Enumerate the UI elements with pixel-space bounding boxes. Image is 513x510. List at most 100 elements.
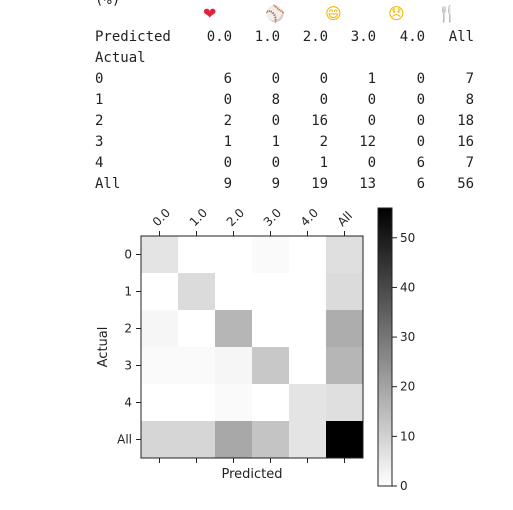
- table-cell: 0: [416, 92, 426, 108]
- heatmap-cell: [289, 384, 326, 421]
- heatmap-cell: [178, 236, 215, 273]
- y-tick-label: 2: [124, 322, 132, 336]
- table-col-header: 1.0: [254, 29, 281, 45]
- y-tick-label: 0: [124, 248, 132, 262]
- table-col-header: 3.0: [350, 29, 377, 45]
- table-cell: 6: [416, 176, 426, 192]
- y-tick-label: 1: [124, 285, 132, 299]
- table-row-label: Actual: [95, 50, 146, 66]
- heatmap-cell: [326, 421, 363, 458]
- x-tick-label: 2.0: [224, 206, 247, 229]
- fork-and-knife-icon: 🍴: [437, 4, 457, 23]
- table-cell: 2: [319, 134, 329, 150]
- x-tick-label: 1.0: [187, 206, 210, 229]
- table-cell: 1: [367, 71, 377, 87]
- table-row-header: All: [95, 176, 121, 192]
- heatmap-cell: [178, 310, 215, 347]
- table-col-header: 2.0: [302, 29, 329, 45]
- table-row-header: 1: [95, 92, 104, 108]
- table-cell: 8: [271, 92, 281, 108]
- table-col-label: Predicted: [95, 29, 171, 45]
- heatmap-cell: [289, 310, 326, 347]
- heatmap-cell: [215, 347, 252, 384]
- x-tick-label: All: [335, 209, 355, 229]
- table-cell: 8: [465, 92, 475, 108]
- table-cell: 18: [457, 113, 475, 129]
- table-cell: 6: [416, 155, 426, 171]
- heatmap-cell: [252, 236, 289, 273]
- heatmap-cell: [141, 384, 178, 421]
- table-cell: 6: [223, 71, 233, 87]
- y-tick-label: 3: [124, 359, 132, 373]
- grinning-face-icon: 😄: [325, 4, 342, 23]
- colorbar: [377, 207, 393, 487]
- disappointed-face-icon: 😞: [388, 4, 405, 23]
- table-cell: 56: [457, 176, 475, 192]
- table-cell: 16: [457, 134, 475, 150]
- heatmap-cell: [326, 236, 363, 273]
- table-cell: 0: [271, 113, 281, 129]
- colorbar-tick-label: 40: [400, 280, 415, 294]
- table-row-header: 4: [95, 155, 104, 171]
- table-row-header: 3: [95, 134, 104, 150]
- heatmap-cell: [326, 384, 363, 421]
- heatmap-cell: [252, 273, 289, 310]
- x-tick-label: 4.0: [298, 206, 321, 229]
- table-row-header: 2: [95, 113, 104, 129]
- table-cell: 0: [319, 92, 329, 108]
- heatmap-cell: [326, 347, 363, 384]
- x-axis-label: Predicted: [221, 467, 282, 482]
- heatmap-cell: [252, 384, 289, 421]
- heatmap-cell: [178, 421, 215, 458]
- table-row-header: 0: [95, 71, 104, 87]
- heatmap-cell: [289, 421, 326, 458]
- heatmap-cell: [178, 384, 215, 421]
- table-cell: 1: [271, 134, 281, 150]
- table-cell: 2: [223, 113, 233, 129]
- table-cell: 0: [367, 113, 377, 129]
- heatmap-cell: [141, 236, 178, 273]
- table-cell: 0: [223, 155, 233, 171]
- heatmap-cell: [215, 236, 252, 273]
- heatmap-chart: 0.0 1.0 2.0 3.0 4.0 All 0 1 2 3 4 All Predicted Ac…: [96, 206, 415, 493]
- heatmap-cell: [215, 421, 252, 458]
- table-cell: 16: [311, 113, 329, 129]
- table-cell: 0: [271, 155, 281, 171]
- table-col-header: 0.0: [206, 29, 233, 45]
- heatmap-cell: [178, 347, 215, 384]
- table-cell: 0: [223, 92, 233, 108]
- table-cell: 0: [271, 71, 281, 87]
- table-cell: 9: [271, 176, 281, 192]
- heatmap-cell: [215, 310, 252, 347]
- colorbar-tick-label: 30: [400, 330, 415, 344]
- table-cell: 7: [465, 155, 475, 171]
- clipped-header-text: (%): [95, 0, 121, 8]
- heatmap-cell: [252, 310, 289, 347]
- heatmap-cell: [289, 236, 326, 273]
- heatmap-frame: [140, 235, 364, 459]
- colorbar-tick-label: 20: [400, 380, 415, 394]
- table-cell: 0: [416, 113, 426, 129]
- heatmap-cell: [141, 421, 178, 458]
- confusion-table: (%) ❤ ⚾ 😄 😞 🍴 Predicted Actual 0.0 1.0 2.0…: [0, 0, 513, 200]
- heatmap-cell: [326, 273, 363, 310]
- y-tick-label: All: [117, 433, 132, 447]
- table-cell: 0: [367, 92, 377, 108]
- x-tick-label: 3.0: [261, 206, 284, 229]
- table-cell: 0: [416, 134, 426, 150]
- table-col-header: All: [448, 29, 475, 45]
- table-cell: 9: [223, 176, 233, 192]
- heart-icon: ❤: [203, 4, 217, 23]
- heatmap-cell: [215, 273, 252, 310]
- baseball-icon: ⚾: [265, 4, 285, 23]
- colorbar-tick-label: 10: [400, 429, 415, 443]
- heatmap-cell: [141, 347, 178, 384]
- y-axis-label: Actual: [96, 327, 111, 368]
- table-cell: 7: [465, 71, 475, 87]
- heatmap-cell: [215, 384, 252, 421]
- heatmap-cell: [289, 273, 326, 310]
- heatmap-cell: [252, 421, 289, 458]
- heatmap-cell: [326, 310, 363, 347]
- table-cell: 19: [311, 176, 329, 192]
- table-cell: 0: [367, 155, 377, 171]
